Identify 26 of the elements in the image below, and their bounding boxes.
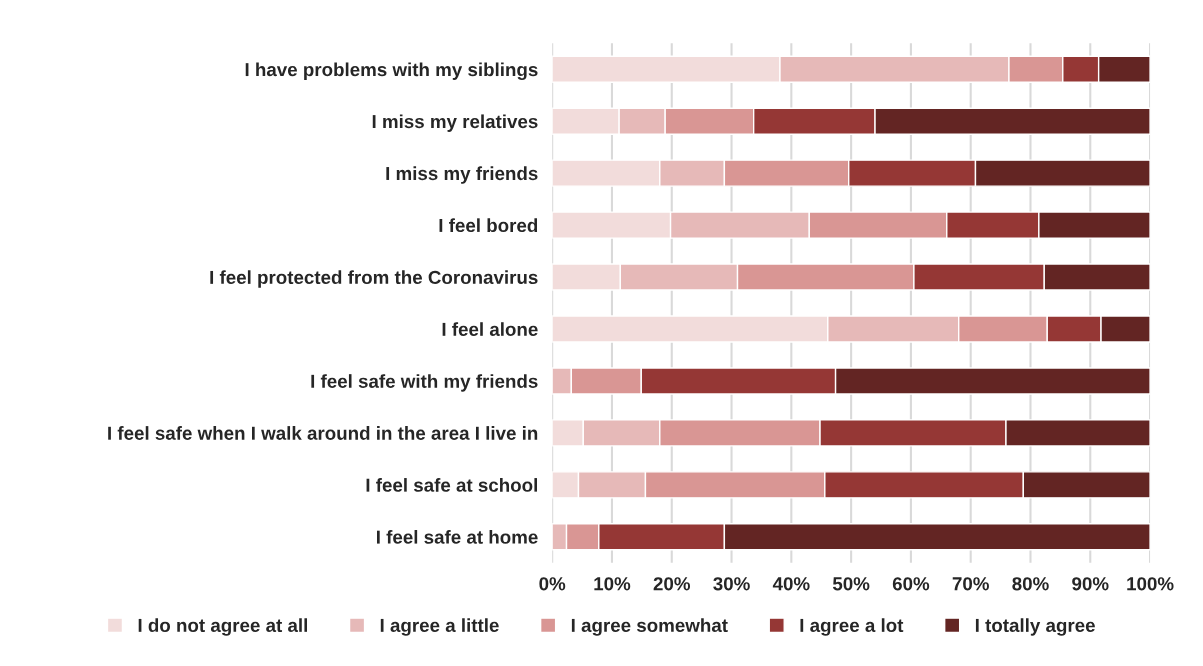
x-tick-label: 0% — [539, 577, 566, 591]
y-tick-label: I feel protected from the Coronavirus — [210, 270, 538, 288]
x-tick-label: 40% — [772, 577, 810, 591]
x-tick-label: 90% — [1072, 577, 1109, 591]
x-tick-label: 50% — [832, 577, 870, 591]
legend-label: I agree a little — [380, 618, 499, 636]
y-tick-label: I miss my relatives — [372, 114, 538, 132]
x-tick-label: 60% — [892, 577, 930, 591]
legend-label: I agree a lot — [800, 618, 904, 636]
x-tick-label: 20% — [653, 577, 691, 591]
x-tick-label: 100% — [1127, 577, 1174, 591]
y-tick-label: I feel bored — [439, 218, 538, 233]
x-tick-label: 10% — [594, 577, 631, 591]
y-tick-label: I feel safe when I walk around in the area I live in — [108, 426, 538, 440]
y-tick-label: I feel safe at school — [366, 478, 537, 492]
legend-label: I do not agree at all — [138, 618, 307, 636]
y-tick-label: I miss my friends — [386, 166, 538, 184]
legend-label: I agree somewhat — [571, 618, 728, 636]
x-tick-label: 80% — [1012, 577, 1049, 591]
y-tick-label: I have problems with my siblings — [245, 62, 538, 81]
x-tick-label: 30% — [713, 577, 750, 591]
y-tick-label: I feel safe with my friends — [311, 374, 538, 392]
y-tick-label: I feel safe at home — [376, 530, 538, 544]
x-tick-label: 70% — [952, 577, 989, 591]
legend-label: I totally agree — [975, 618, 1095, 636]
y-tick-label: I feel alone — [442, 322, 538, 336]
